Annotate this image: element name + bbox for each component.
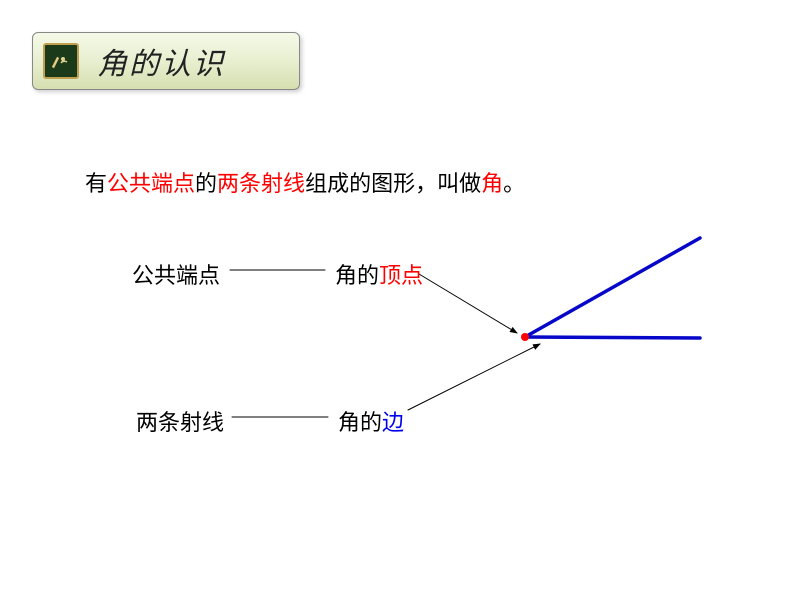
- label-side: 角的边: [338, 405, 404, 437]
- label-two-rays: 两条射线: [136, 405, 224, 437]
- angle-diagram: [0, 0, 794, 596]
- label-vertex: 角的顶点: [335, 258, 423, 290]
- label-common-endpoint: 公共端点: [132, 258, 220, 290]
